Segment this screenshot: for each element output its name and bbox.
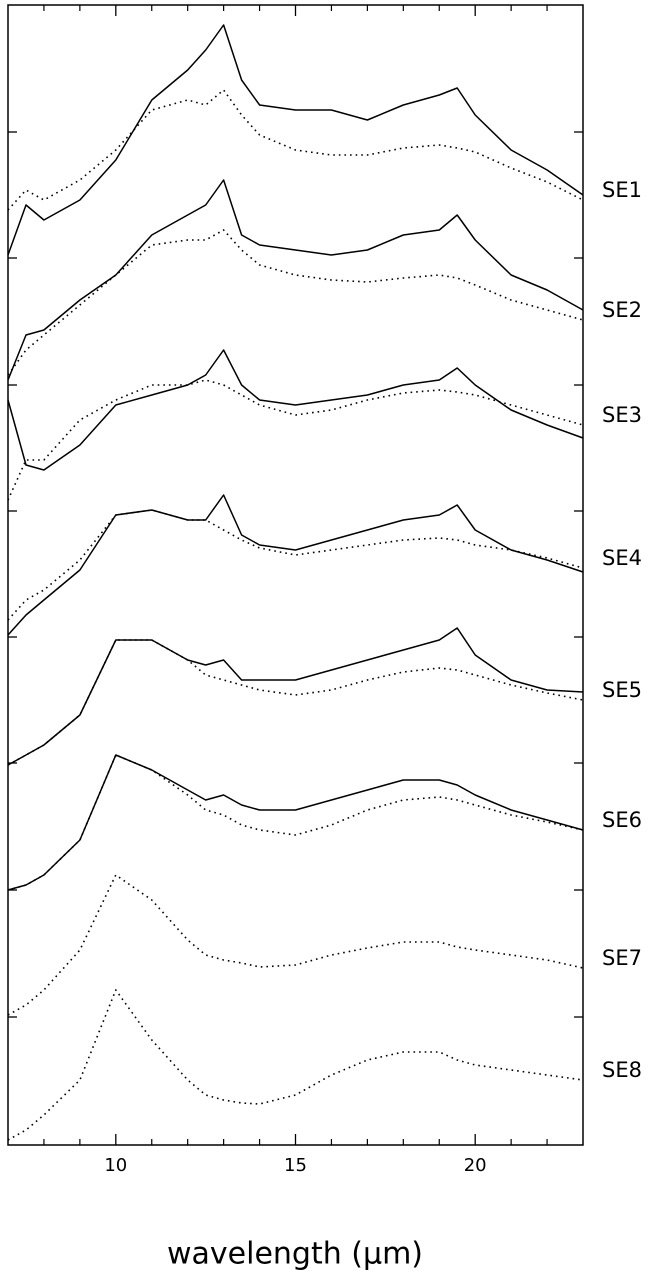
model-line [7, 229, 584, 376]
model-line [7, 89, 584, 211]
series-label: SE8 [602, 1058, 642, 1082]
series-label: SE6 [602, 808, 642, 832]
observed-line [7, 24, 584, 256]
series-label: SE5 [602, 678, 642, 702]
model-line [7, 509, 584, 621]
model-line [7, 379, 584, 501]
x-tick-label: 15 [284, 1155, 307, 1176]
model-line [7, 989, 584, 1141]
observed-line [7, 179, 584, 381]
series-label: SE7 [602, 946, 642, 970]
x-tick-label: 20 [464, 1155, 487, 1176]
series-label: SE3 [602, 403, 642, 427]
x-axis-label: wavelength (μm) [167, 1237, 423, 1272]
model-line [7, 874, 584, 1016]
model-line [7, 754, 584, 891]
observed-line [7, 754, 584, 891]
model-line [7, 639, 584, 766]
plot-frame [7, 4, 584, 1146]
series-label: SE1 [602, 178, 642, 202]
observed-line [7, 627, 584, 766]
series-label: SE4 [602, 546, 642, 570]
x-tick-label: 10 [104, 1155, 127, 1176]
observed-line [7, 494, 584, 636]
observed-line [7, 349, 584, 471]
series-label: SE2 [602, 298, 642, 322]
